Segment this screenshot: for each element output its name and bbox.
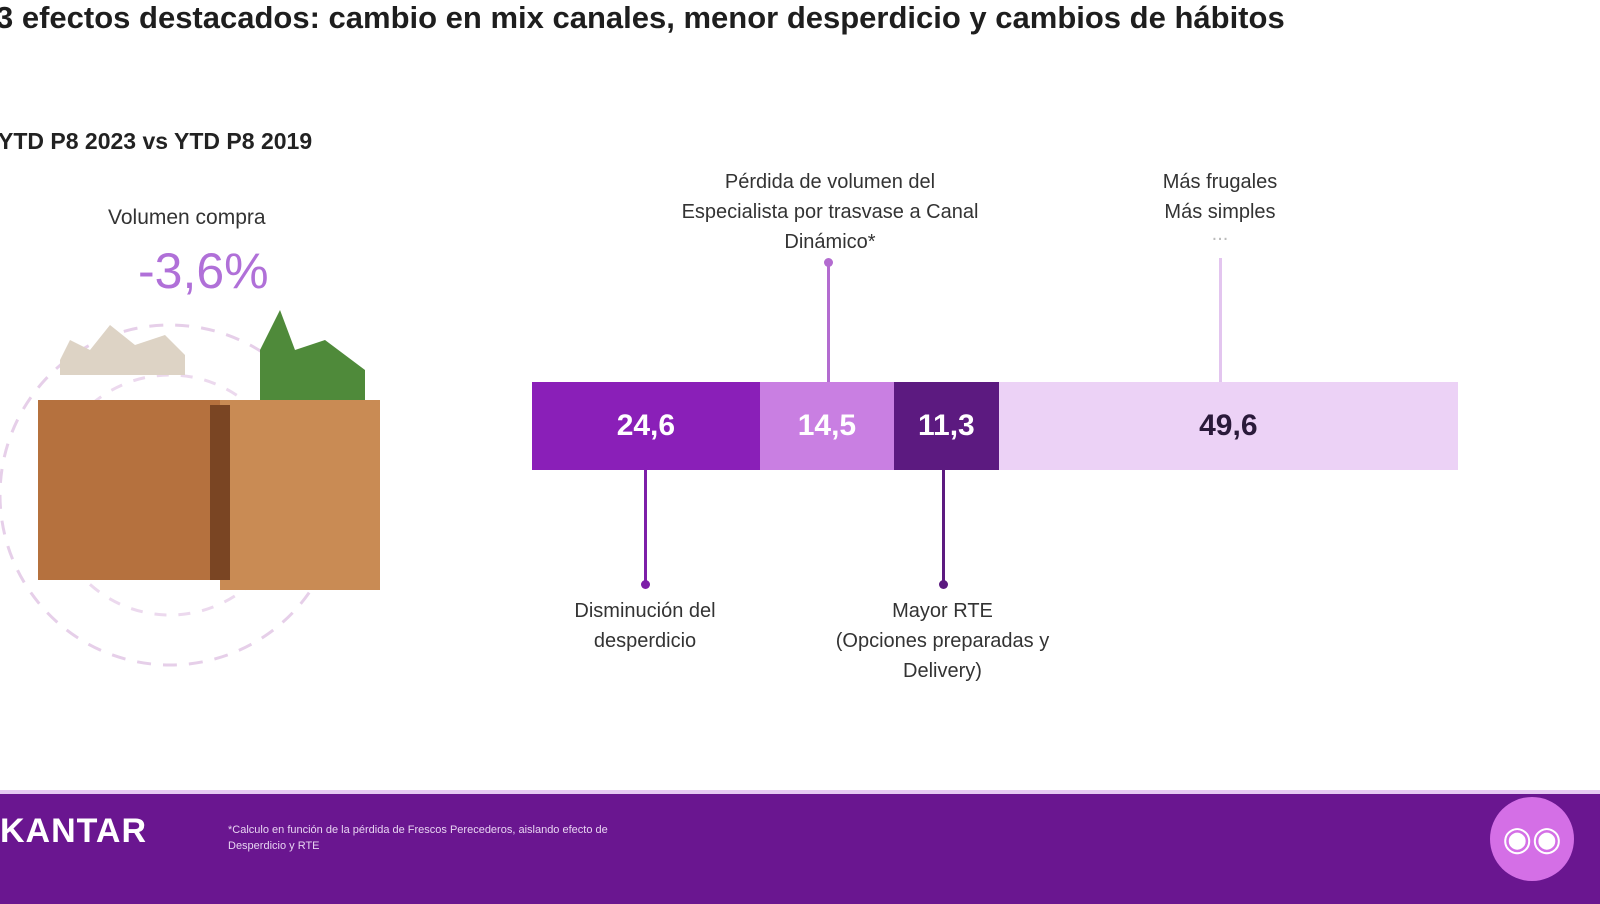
footnote: *Calculo en función de la pérdida de Fre… (228, 824, 608, 852)
annotation-especialista: Pérdida de volumen del Especialista por … (630, 167, 1030, 257)
annotation-line: Pérdida de volumen del (724, 171, 936, 193)
leader-line-desperdicio (644, 470, 647, 584)
annotation-line: Dinámico* (784, 231, 876, 253)
annotation-line: (Opciones preparadas y (835, 630, 1050, 652)
shopping-bags-illustration (0, 310, 380, 667)
bar-segment: 11,3 (894, 382, 999, 470)
binoculars-icon: ◉◉ (1490, 797, 1574, 881)
annotation-line: Especialista por trasvase a Canal (681, 201, 979, 223)
annotation-habitos: Más frugales Más simples ... (1100, 167, 1340, 245)
leader-line-especialista (827, 263, 830, 382)
bar-value-label: 49,6 (1199, 409, 1258, 442)
slide-title: 3 efectos destacados: cambio en mix cana… (0, 0, 1285, 35)
annotation-line: Más simples (1164, 201, 1276, 223)
bar-segment: 49,6 (998, 382, 1458, 470)
bar-value-label: 24,6 (616, 409, 676, 442)
leader-line-rte (942, 470, 945, 584)
kantar-logo: KANTAR (0, 812, 148, 850)
annotation-line: Disminución del (574, 600, 716, 622)
annotation-line: Más frugales (1162, 171, 1278, 193)
annotation-line: Mayor RTE (892, 600, 993, 622)
bar-segment: 14,5 (759, 382, 895, 470)
bar-value-label: 11,3 (917, 409, 975, 442)
leader-dot (824, 258, 833, 267)
bar-value-label: 14,5 (797, 409, 857, 442)
leader-dot (641, 580, 650, 589)
annotation-line: ... (1211, 223, 1229, 245)
annotation-line: desperdicio (593, 630, 697, 652)
leader-line-habitos (1219, 258, 1222, 382)
leader-dot (939, 580, 948, 589)
footer-band (0, 790, 1600, 904)
bar-segment: 24,6 (532, 382, 760, 470)
annotation-line: Delivery) (903, 660, 982, 682)
period-label: YTD P8 2023 vs YTD P8 2019 (0, 128, 313, 154)
volume-value: -3,6% (138, 243, 269, 299)
stacked-bar: 24,6 14,5 11,3 49,6 (532, 382, 1458, 470)
annotation-desperdicio: Disminución del desperdicio (525, 596, 765, 656)
volume-label: Volumen compra (108, 206, 266, 229)
annotation-rte: Mayor RTE (Opciones preparadas y Deliver… (800, 596, 1085, 686)
